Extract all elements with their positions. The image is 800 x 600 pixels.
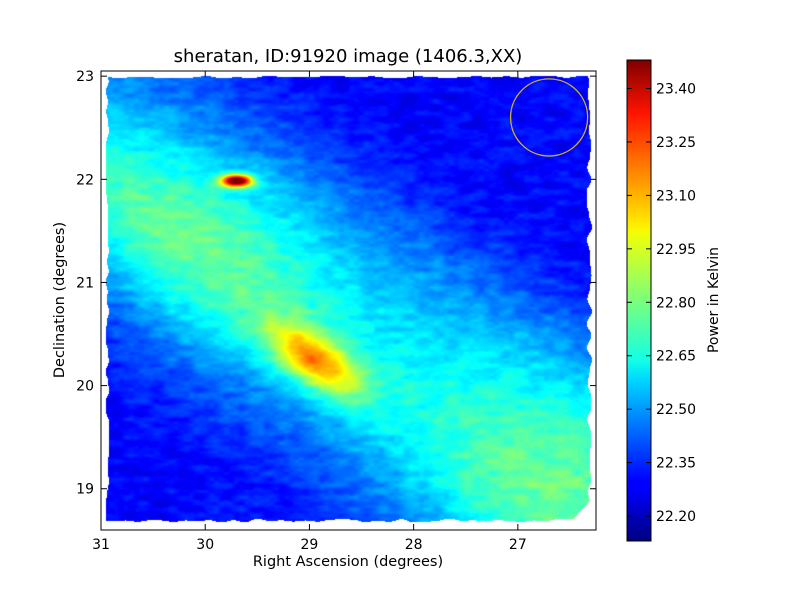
colorbar-tick-label: 22.50 [656, 402, 696, 418]
colorbar-tick-label: 22.65 [656, 349, 696, 365]
y-tick-label: 21 [76, 275, 94, 291]
x-tick-label: 29 [301, 537, 319, 553]
x-tick-label: 31 [92, 537, 110, 553]
colorbar-tick-label: 22.20 [656, 509, 696, 525]
colorbar-tick-label: 23.40 [656, 82, 696, 98]
plot-area [100, 70, 597, 531]
x-axis-label: Right Ascension (degrees) [253, 554, 443, 570]
y-tick-label: 23 [76, 69, 94, 85]
heatmap-image [101, 71, 596, 530]
colorbar-label: Power in Kelvin [706, 247, 722, 353]
x-tick-label: 30 [196, 537, 214, 553]
y-axis-ticks: 19 20 21 22 23 [76, 69, 596, 498]
colorbar: 22.20 22.35 22.50 22.65 22.80 22.95 23.10 23.25… [626, 59, 696, 542]
x-tick-label: 28 [405, 537, 423, 553]
colorbar-tick-label: 22.95 [656, 242, 696, 258]
colorbar-tick-label: 23.25 [656, 135, 696, 151]
colorbar-ticks: 22.20 22.35 22.50 22.65 22.80 22.95 23.10 23.25… [627, 82, 696, 525]
colorbar-tick-label: 23.10 [656, 188, 696, 204]
y-tick-label: 20 [76, 379, 94, 395]
x-axis-ticks: 31 30 29 28 27 [92, 71, 527, 553]
y-tick-label: 22 [76, 172, 94, 188]
y-tick-label: 19 [76, 482, 94, 498]
chart-title: sheratan, ID:91920 image (1406.3,XX) [174, 46, 523, 67]
beam-circle [509, 78, 589, 157]
colorbar-tick-label: 22.80 [656, 295, 696, 311]
y-axis-label: Declination (degrees) [52, 222, 68, 378]
x-tick-label: 27 [509, 537, 527, 553]
colorbar-tick-label: 22.35 [656, 456, 696, 472]
